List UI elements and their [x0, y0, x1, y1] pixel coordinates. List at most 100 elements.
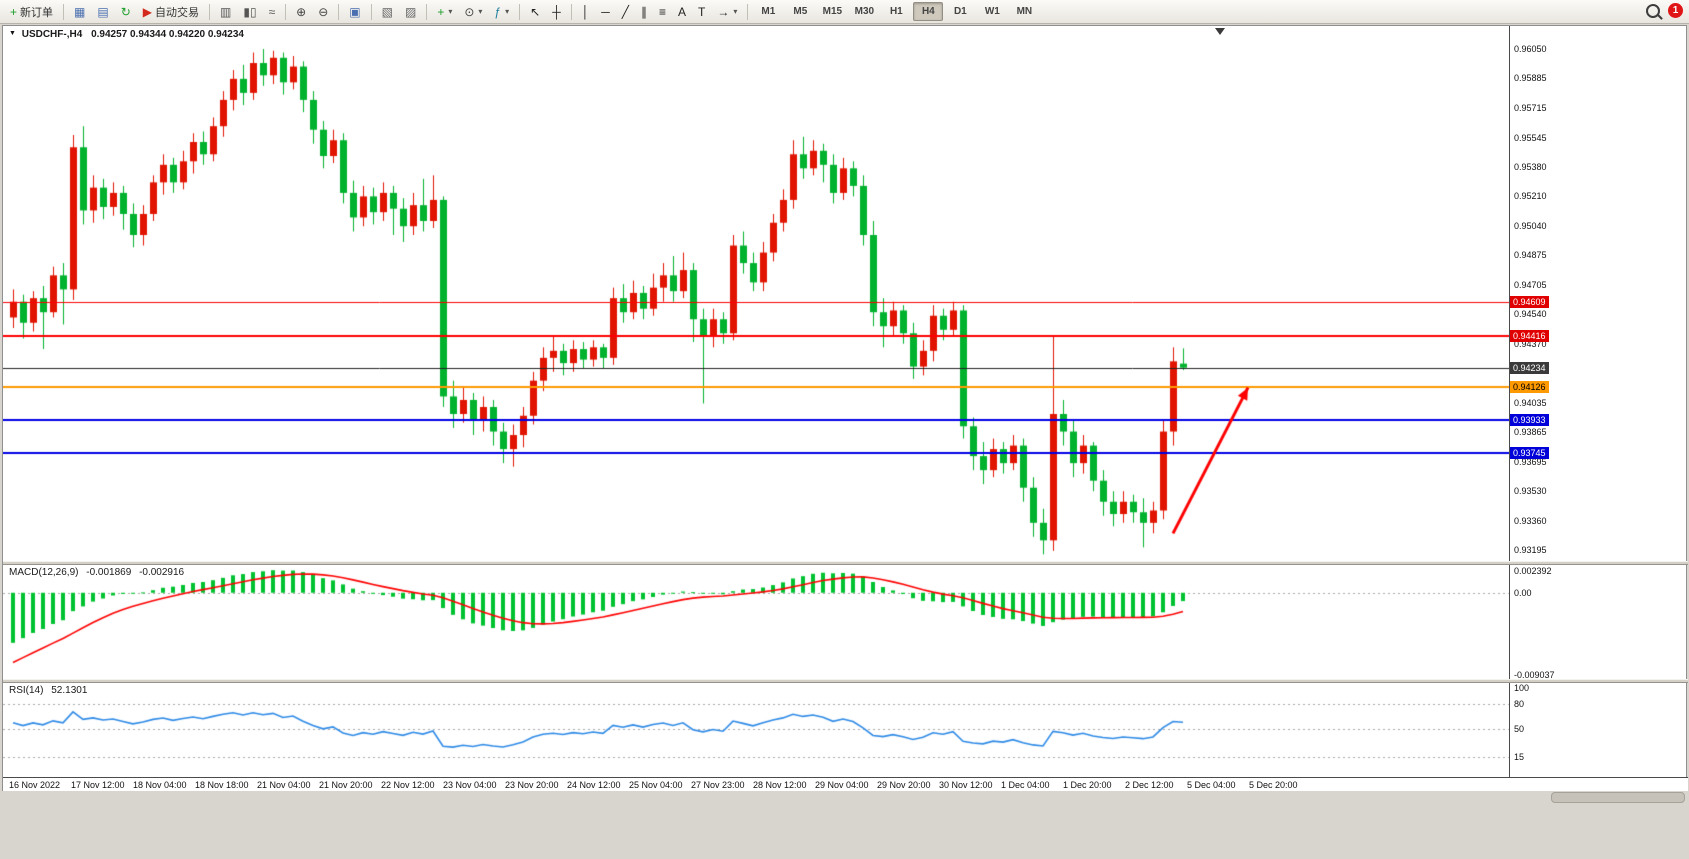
price-tick-label: 0.93195	[1514, 545, 1547, 555]
time-tick-label: 5 Dec 20:00	[1249, 780, 1298, 790]
refresh-button[interactable]: ↻	[116, 1, 136, 22]
price-tick-label: 0.95545	[1514, 132, 1547, 143]
chart-shift-marker[interactable]	[1215, 28, 1225, 35]
macd-tick-label: 0.002392	[1514, 566, 1552, 576]
price-tick-label: 0.96050	[1514, 44, 1547, 54]
timeframe-h1-button[interactable]: H1	[889, 6, 903, 17]
zoom-in-button[interactable]: ⊕	[291, 1, 311, 22]
periods-button[interactable]: ⊙ ▾	[459, 1, 487, 22]
autotrading-button[interactable]: ▶ 自动交易	[138, 1, 204, 22]
data-window-button[interactable]: ▤	[92, 1, 113, 22]
price-tick-label: 0.93360	[1514, 516, 1547, 527]
text-icon: A	[677, 4, 686, 19]
crosshair-button[interactable]: ┼	[547, 1, 566, 22]
price-tick-label: 0.94875	[1514, 250, 1547, 261]
chart-title: ▼ USDCHF-,H4 0.94257 0.94344 0.94220 0.9…	[9, 29, 244, 40]
search-icon[interactable]	[1646, 3, 1660, 18]
text-label-button[interactable]: T	[693, 1, 710, 22]
new-order-button[interactable]: + 新订单	[5, 1, 58, 22]
time-tick-label: 17 Nov 12:00	[71, 780, 125, 790]
price-tick-label: 0.93695	[1514, 457, 1547, 468]
chart-canvas[interactable]	[3, 26, 1509, 777]
rsi-panel-splitter[interactable]	[3, 679, 1688, 683]
time-tick-label: 29 Nov 04:00	[815, 780, 869, 790]
price-tick-label: 0.94705	[1514, 280, 1547, 291]
arrange-windows-icon: ▧	[381, 4, 393, 19]
rsi-tick-label: 15	[1514, 751, 1525, 762]
cursor-button[interactable]: ↖	[525, 1, 545, 22]
tile-windows-icon: ▣	[349, 4, 361, 19]
time-tick-label: 16 Nov 2022	[9, 780, 61, 790]
trendline-icon: ╱	[621, 4, 629, 19]
toolbar-separator	[570, 3, 572, 20]
indicators-button[interactable]: ƒ ▾	[489, 1, 514, 22]
window-bottom-area	[0, 791, 1689, 859]
trendline-button[interactable]: ╱	[617, 1, 634, 22]
timeframe-m15-button[interactable]: M15	[822, 6, 843, 17]
toolbar-separator	[285, 3, 287, 20]
fibonacci-icon: ≡	[658, 4, 666, 19]
chart-symbol-period: USDCHF-,H4	[21, 29, 83, 40]
timeframe-m30-button[interactable]: M30	[854, 6, 875, 17]
time-tick-label: 18 Nov 04:00	[133, 780, 187, 790]
new-chart-button[interactable]: + ▾	[432, 1, 457, 22]
arrows-button[interactable]: → ▾	[712, 1, 742, 22]
vertical-line-icon: │	[581, 4, 590, 19]
new-order-icon: +	[10, 4, 18, 19]
timeframe-m5-button[interactable]: M5	[793, 6, 808, 17]
chart-ohlc-values: 0.94257 0.94344 0.94220 0.94234	[91, 29, 244, 40]
time-tick-label: 29 Nov 20:00	[877, 780, 931, 790]
rsi-name: RSI(14)	[9, 685, 44, 696]
price-tick-label: 0.94370	[1514, 338, 1547, 349]
chevron-down-icon: ▾	[505, 7, 510, 16]
market-watch-button[interactable]: ▦	[69, 1, 90, 22]
vertical-line-button[interactable]: │	[577, 1, 595, 22]
chart-window: ▼ USDCHF-,H4 0.94257 0.94344 0.94220 0.9…	[2, 25, 1688, 792]
cascade-windows-button[interactable]: ▨	[400, 1, 421, 22]
fibonacci-button[interactable]: ≡	[654, 1, 671, 22]
macd-indicator-title: MACD(12,26,9) -0.001869 -0.002916	[9, 567, 184, 578]
horizontal-line-button[interactable]: ─	[596, 1, 615, 22]
timeframe-h4-button[interactable]: H4	[913, 2, 944, 21]
timeframe-d1-button[interactable]: D1	[953, 6, 967, 17]
time-tick-label: 2 Dec 12:00	[1125, 780, 1174, 790]
timeframe-w1-button[interactable]: W1	[984, 6, 1000, 17]
time-tick-label: 21 Nov 04:00	[257, 780, 311, 790]
price-line-label: 0.94416	[1510, 329, 1549, 342]
arrows-icon: →	[717, 4, 730, 19]
time-tick-label: 22 Nov 12:00	[381, 780, 435, 790]
price-tick-label: 0.93530	[1514, 486, 1547, 497]
macd-panel-splitter[interactable]	[3, 561, 1688, 565]
price-tick-label: 0.94540	[1514, 308, 1547, 319]
chart-title-triangle-icon: ▼	[9, 30, 16, 37]
candlestick-chart-button[interactable]: ▮▯	[238, 1, 261, 22]
time-tick-label: 18 Nov 18:00	[195, 780, 249, 790]
macd-tick-label: -0.009037	[1514, 670, 1555, 680]
toolbar-right: 1	[1646, 3, 1683, 18]
horizontal-scrollbar[interactable]	[1551, 792, 1685, 803]
arrange-windows-button[interactable]: ▧	[377, 1, 398, 22]
indicators-icon: ƒ	[494, 4, 502, 19]
price-axis-divider	[1509, 26, 1510, 777]
channel-button[interactable]: ∥	[636, 1, 652, 22]
data-window-icon: ▤	[97, 4, 109, 19]
time-tick-label: 25 Nov 04:00	[629, 780, 683, 790]
line-chart-button[interactable]: ≈	[264, 1, 281, 22]
tile-windows-button[interactable]: ▣	[344, 1, 365, 22]
timeframe-m1-button[interactable]: M1	[761, 6, 776, 17]
bar-chart-button[interactable]: ▥	[215, 1, 236, 22]
candlestick-chart-icon: ▮▯	[243, 4, 257, 19]
zoom-out-button[interactable]: ⊖	[313, 1, 333, 22]
macd-main-value: -0.001869	[86, 567, 132, 578]
text-button[interactable]: A	[673, 1, 691, 22]
autotrading-icon: ▶	[142, 4, 152, 19]
channel-icon: ∥	[640, 4, 647, 19]
toolbar-separator	[338, 3, 340, 20]
notification-badge[interactable]: 1	[1668, 3, 1683, 18]
price-tick-label: 0.93865	[1514, 427, 1547, 438]
timeframe-mn-button[interactable]: MN	[1016, 6, 1033, 17]
price-line-label: 0.93933	[1510, 414, 1549, 427]
macd-signal-value: -0.002916	[139, 567, 185, 578]
text-label-icon: T	[697, 4, 706, 19]
toolbar-separator	[747, 3, 749, 20]
